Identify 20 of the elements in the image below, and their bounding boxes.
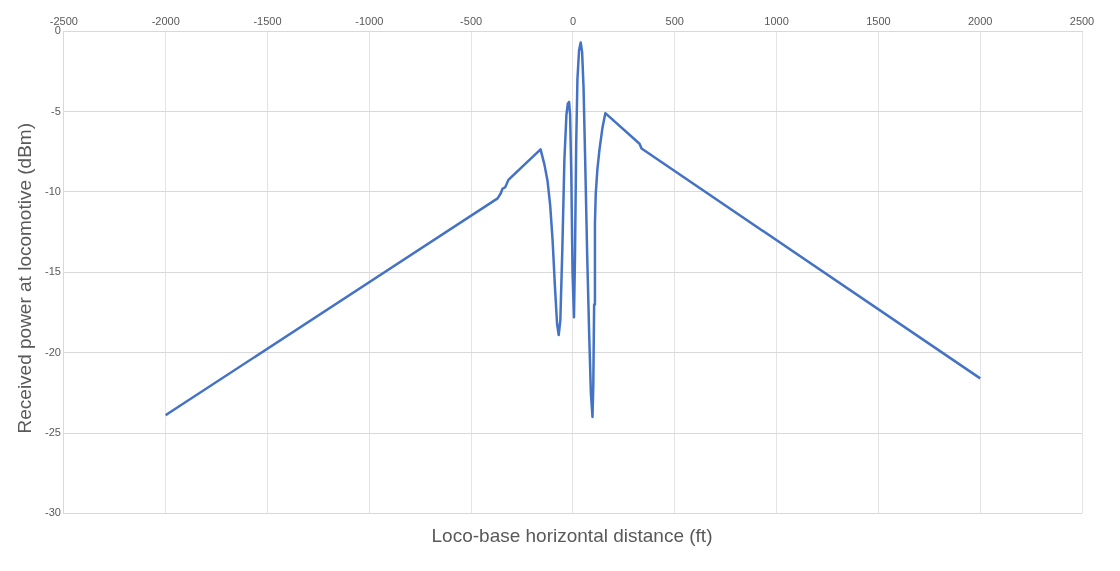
- y-tick-label: -25: [44, 426, 61, 439]
- x-tick-label: 2500: [1069, 14, 1095, 27]
- y-tick-label: -15: [44, 265, 61, 278]
- x-tick-label: -500: [460, 14, 483, 27]
- x-tick-label: 0: [569, 14, 577, 27]
- x-tick-label: 2000: [967, 14, 993, 27]
- x-tick-label: 1000: [764, 14, 789, 27]
- x-tick-label: 500: [665, 14, 684, 27]
- y-tick-label: -10: [44, 184, 61, 197]
- x-tick-label: -1000: [355, 14, 384, 27]
- y-tick-label: 0: [54, 24, 61, 37]
- x-tick-label: 1500: [866, 14, 891, 27]
- x-axis-title: Loco-base horizontal distance (ft): [430, 525, 714, 547]
- y-axis-title: Received power at locomotive (dBm): [14, 122, 36, 434]
- x-tick-label: -2500: [49, 14, 78, 27]
- x-tick-label: -2000: [151, 14, 180, 27]
- y-tick-label: -30: [44, 506, 61, 519]
- y-tick-label: -20: [44, 345, 61, 358]
- y-tick-label: -5: [51, 104, 61, 117]
- x-tick-label: -1500: [253, 14, 282, 27]
